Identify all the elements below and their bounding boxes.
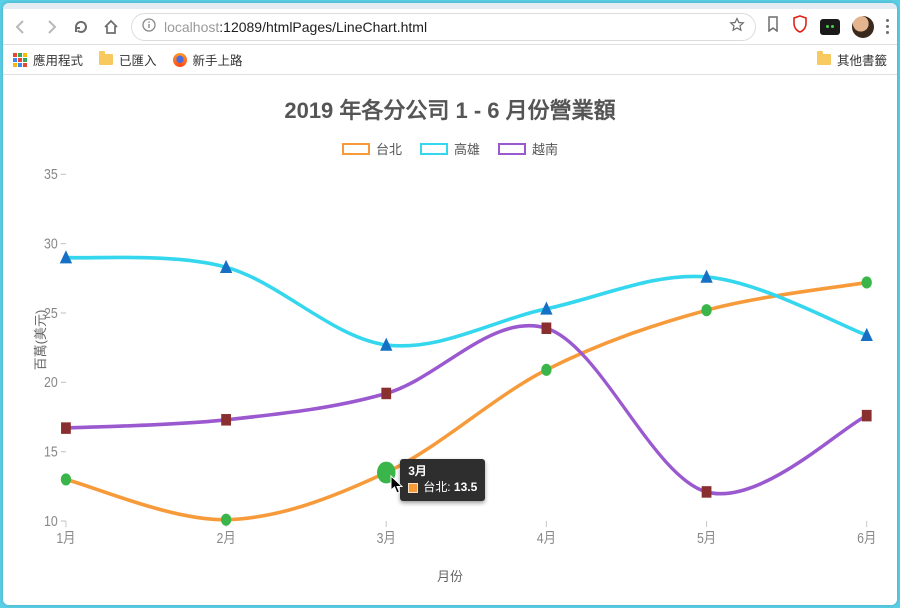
legend-item[interactable]: 高雄	[420, 139, 480, 158]
folder-icon	[817, 54, 831, 65]
svg-text:3月: 3月	[377, 530, 396, 546]
address-bar[interactable]: localhost:12089/htmlPages/LineChart.html	[131, 13, 756, 41]
svg-text:10: 10	[44, 513, 58, 529]
reload-button[interactable]	[71, 17, 91, 37]
svg-text:20: 20	[44, 374, 58, 390]
bookmark-firefox-label: 新手上路	[193, 50, 243, 69]
tooltip-category: 3月	[408, 463, 477, 480]
svg-text:6月: 6月	[857, 530, 876, 546]
extension-icon[interactable]	[820, 19, 840, 35]
svg-text:5月: 5月	[697, 530, 716, 546]
chart-title: 2019 年各分公司 1 - 6 月份營業額	[3, 75, 897, 125]
apps-label: 應用程式	[33, 50, 83, 69]
url-host: localhost	[164, 19, 219, 35]
svg-text:30: 30	[44, 236, 58, 252]
toolbar-right	[766, 15, 889, 38]
forward-button[interactable]	[41, 17, 61, 37]
browser-window: localhost:12089/htmlPages/LineChart.html…	[3, 3, 897, 605]
cursor-icon	[390, 475, 404, 495]
firefox-icon	[173, 53, 187, 67]
apps-icon	[13, 53, 27, 67]
tooltip-text: 台北: 13.5	[423, 479, 477, 496]
bookmark-imported-label: 已匯入	[119, 50, 157, 69]
legend-label: 越南	[532, 139, 558, 158]
shield-icon[interactable]	[792, 15, 808, 38]
svg-text:2月: 2月	[216, 530, 235, 546]
bookmarks-bar: 應用程式 已匯入 新手上路 其他書籤	[3, 45, 897, 75]
bookmark-star-icon[interactable]	[729, 17, 745, 36]
tooltip-swatch	[408, 483, 418, 493]
legend-swatch	[420, 143, 448, 155]
legend-label: 高雄	[454, 139, 480, 158]
svg-text:35: 35	[44, 167, 58, 182]
profile-avatar[interactable]	[852, 16, 874, 38]
bookmark-firefox-start[interactable]: 新手上路	[173, 50, 243, 69]
legend-swatch	[498, 143, 526, 155]
legend-item[interactable]: 越南	[498, 139, 558, 158]
bookmark-tag-icon[interactable]	[766, 16, 780, 37]
bookmark-imported[interactable]: 已匯入	[99, 50, 157, 69]
legend-swatch	[342, 143, 370, 155]
url-path: :12089/htmlPages/LineChart.html	[219, 19, 427, 35]
svg-text:15: 15	[44, 444, 58, 460]
svg-text:25: 25	[44, 305, 58, 321]
legend-item[interactable]: 台北	[342, 139, 402, 158]
apps-shortcut[interactable]: 應用程式	[13, 50, 83, 69]
other-bookmarks[interactable]: 其他書籤	[817, 50, 887, 69]
site-info-icon[interactable]	[142, 18, 156, 35]
toolbar: localhost:12089/htmlPages/LineChart.html	[3, 9, 897, 45]
menu-button[interactable]	[886, 19, 889, 34]
chart-tooltip: 3月 台北: 13.5	[400, 459, 485, 502]
folder-icon	[99, 54, 113, 65]
x-axis-label: 月份	[437, 566, 463, 585]
svg-text:1月: 1月	[56, 530, 75, 546]
other-bookmarks-label: 其他書籤	[837, 50, 887, 69]
home-button[interactable]	[101, 17, 121, 37]
chart-legend: 台北 高雄 越南	[3, 139, 897, 158]
url-text: localhost:12089/htmlPages/LineChart.html	[164, 19, 427, 35]
back-button[interactable]	[11, 17, 31, 37]
svg-text:4月: 4月	[537, 530, 556, 546]
legend-label: 台北	[376, 139, 402, 158]
page-content: 2019 年各分公司 1 - 6 月份營業額 台北高雄越南 百萬(美元) 101…	[3, 75, 897, 605]
